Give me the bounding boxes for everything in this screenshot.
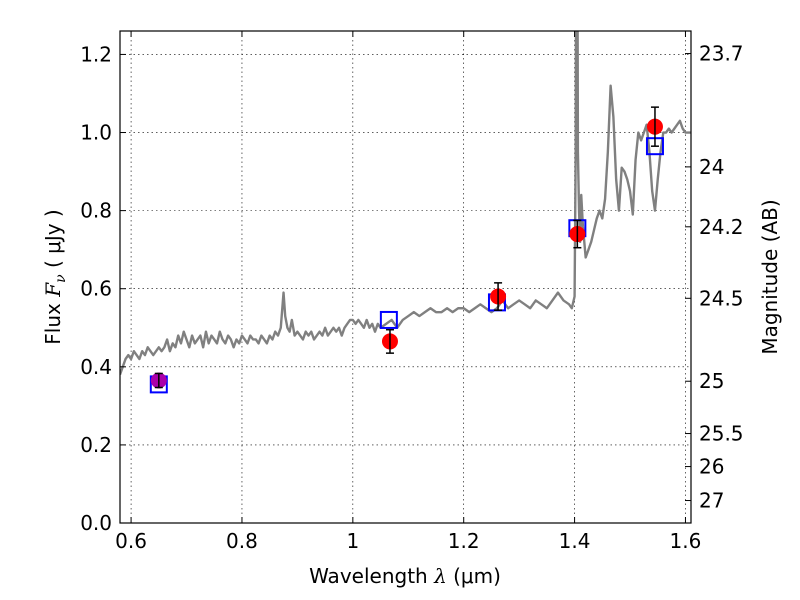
mag-tick-label: 23.7 <box>699 42 744 66</box>
mag-tick-label: 25 <box>699 369 724 393</box>
tick-marks <box>120 31 691 524</box>
x-tick-label: 1.6 <box>670 529 702 553</box>
plot-background <box>120 31 691 523</box>
right-axis-label: Magnitude (AB) <box>758 199 782 354</box>
x-axis-label: Wavelength λ (μm) <box>309 564 501 588</box>
y-tick-label: 0.8 <box>80 199 112 223</box>
x-tick-label: 0.8 <box>226 529 258 553</box>
mag-tick-label: 26 <box>699 455 724 479</box>
tick-labels: 0.6 0.8 1 1.2 1.4 1.6 0.0 0.2 0.4 0.6 0.8 1.0 1.2 23.… <box>80 42 743 553</box>
spectrum-line <box>120 31 691 376</box>
plot-frame <box>119 30 692 524</box>
mag-tick-label: 24.5 <box>699 286 744 310</box>
y-axis-label: Flux Fν ( μJy ) <box>41 209 69 344</box>
y-tick-label: 0.0 <box>80 511 112 535</box>
mag-tick-label: 27 <box>699 489 724 513</box>
x-tick-label: 1.4 <box>559 529 591 553</box>
x-tick-label: 1.2 <box>448 529 480 553</box>
y-tick-label: 0.2 <box>80 433 112 457</box>
y-tick-label: 1.2 <box>80 42 112 66</box>
x-tick-label: 1 <box>346 529 359 553</box>
x-tick-label: 0.6 <box>115 529 147 553</box>
mag-tick-label: 25.5 <box>699 422 744 446</box>
y-tick-label: 0.6 <box>80 277 112 301</box>
data-layer <box>120 31 691 394</box>
model-photometry-square <box>379 310 398 329</box>
y-tick-label: 0.4 <box>80 355 112 379</box>
mag-tick-label: 24.2 <box>699 215 744 239</box>
y-tick-label: 1.0 <box>80 121 112 145</box>
grid <box>120 31 691 523</box>
mag-tick-label: 24 <box>699 155 724 179</box>
